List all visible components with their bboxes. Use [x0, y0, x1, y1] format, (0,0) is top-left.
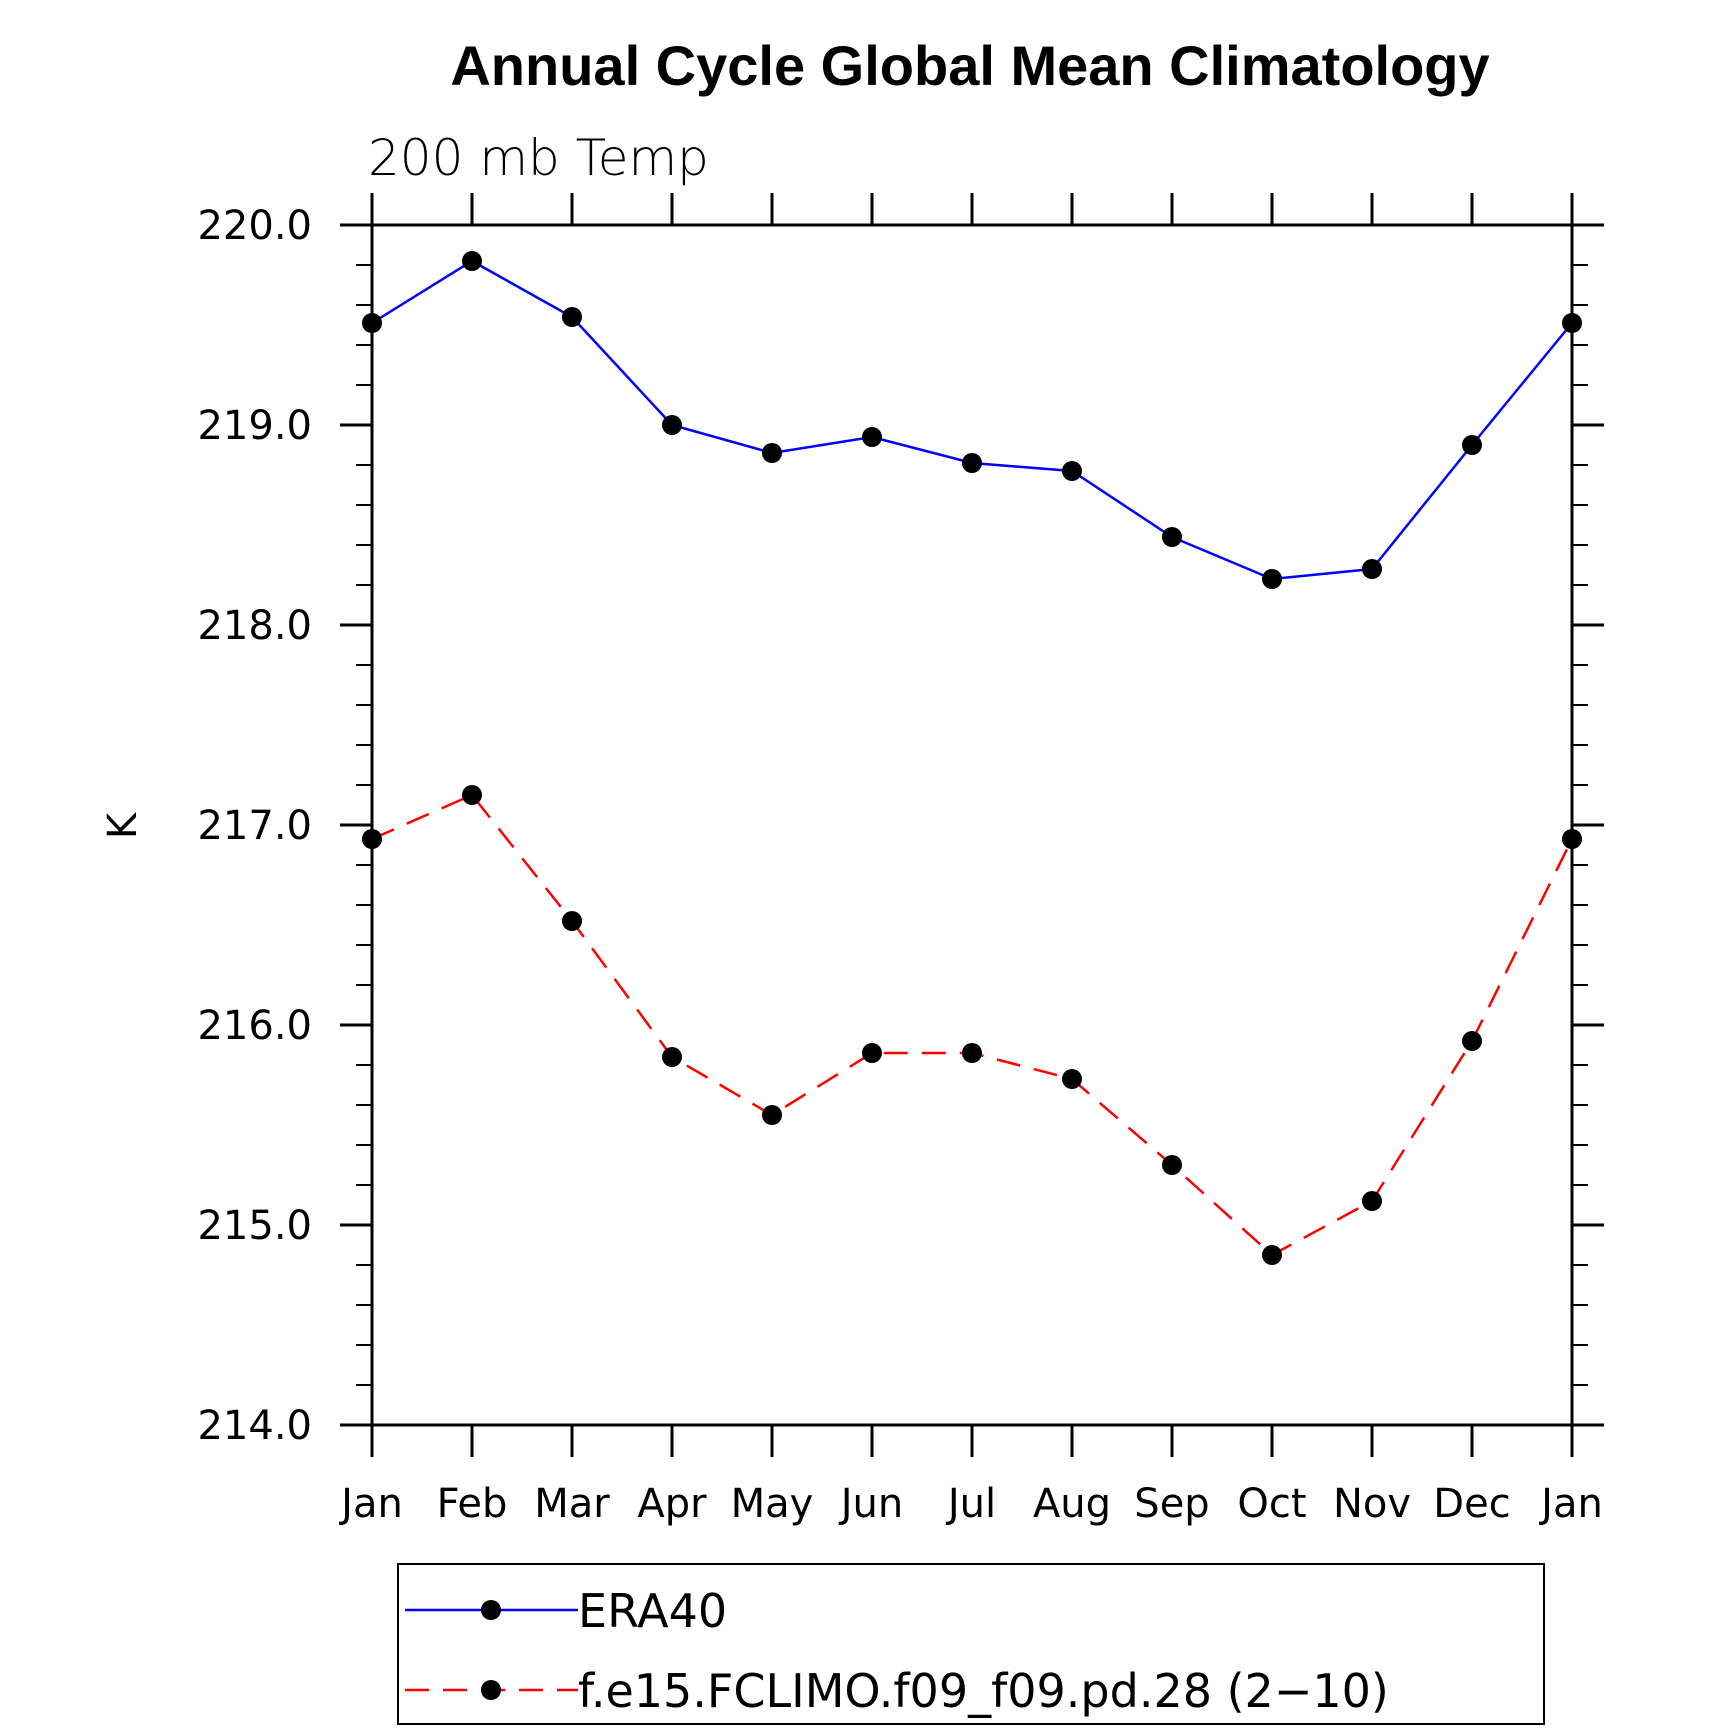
legend-label-1: ERA40 — [578, 1584, 727, 1638]
y-axis-label: K — [100, 811, 146, 839]
data-point — [1462, 435, 1482, 455]
x-tick-label: Mar — [534, 1481, 610, 1527]
x-tick-label: Jan — [1538, 1481, 1603, 1527]
data-point — [1462, 1031, 1482, 1051]
data-point — [962, 1043, 982, 1063]
data-point — [562, 911, 582, 931]
x-tick-label: Apr — [637, 1481, 707, 1527]
y-tick-label: 216.0 — [197, 1003, 312, 1049]
data-point — [962, 453, 982, 473]
x-tick-label: Aug — [1033, 1481, 1111, 1527]
y-tick-label: 220.0 — [197, 203, 312, 249]
plot-frame — [370, 223, 1574, 1427]
y-tick-label: 217.0 — [197, 803, 312, 849]
data-point — [662, 415, 682, 435]
data-point — [1062, 1069, 1082, 1089]
chart-title: Annual Cycle Global Mean Climatology — [450, 34, 1489, 97]
data-point — [862, 1043, 882, 1063]
x-tick-label: May — [731, 1481, 814, 1527]
y-tick-label: 218.0 — [197, 603, 312, 649]
data-point — [1362, 559, 1382, 579]
x-tick-label: Oct — [1237, 1481, 1306, 1527]
y-tick-label: 215.0 — [197, 1203, 312, 1249]
series-line — [371, 793, 1574, 1257]
x-tick-label: Nov — [1333, 1481, 1411, 1527]
legend-marker-2 — [481, 1680, 501, 1700]
data-point — [1162, 1155, 1182, 1175]
x-tick-label: Sep — [1134, 1481, 1209, 1527]
data-point — [362, 313, 382, 333]
axes: Jan Feb Mar Apr May Jun Jul Aug Sep Oct Nov Dec Jan 2… — [197, 193, 1604, 1527]
data-point — [1162, 527, 1182, 547]
legend-label-2: f.e15.FCLIMO.f09_f09.pd.28 (2−10) — [578, 1664, 1389, 1718]
x-tick-label: Jul — [945, 1481, 996, 1527]
y-tick-label: 219.0 — [197, 403, 312, 449]
data-point — [462, 785, 482, 805]
data-point — [1562, 829, 1582, 849]
data-point — [362, 829, 382, 849]
legend-marker-1 — [481, 1600, 501, 1620]
data-point — [662, 1047, 682, 1067]
series-layer — [362, 251, 1582, 1265]
data-point — [762, 443, 782, 463]
data-point — [1362, 1191, 1382, 1211]
data-point — [862, 427, 882, 447]
data-point — [1262, 1245, 1282, 1265]
data-point — [1562, 313, 1582, 333]
series-line — [371, 259, 1573, 581]
chart-subtitle: 200 mb Temp — [368, 129, 709, 187]
data-point — [1262, 569, 1282, 589]
x-tick-label: Feb — [437, 1481, 508, 1527]
data-point — [562, 307, 582, 327]
data-point — [762, 1105, 782, 1125]
series-2 — [362, 785, 1582, 1265]
legend: ERA40 f.e15.FCLIMO.f09_f09.pd.28 (2−10) — [397, 1563, 1545, 1725]
x-tick-label: Jan — [338, 1481, 403, 1527]
data-point — [1062, 461, 1082, 481]
x-tick-label: Dec — [1433, 1481, 1510, 1527]
series-1 — [362, 251, 1582, 589]
y-tick-label: 214.0 — [197, 1403, 312, 1449]
x-tick-label: Jun — [838, 1481, 904, 1527]
legend-box — [397, 1563, 1545, 1725]
data-point — [462, 251, 482, 271]
